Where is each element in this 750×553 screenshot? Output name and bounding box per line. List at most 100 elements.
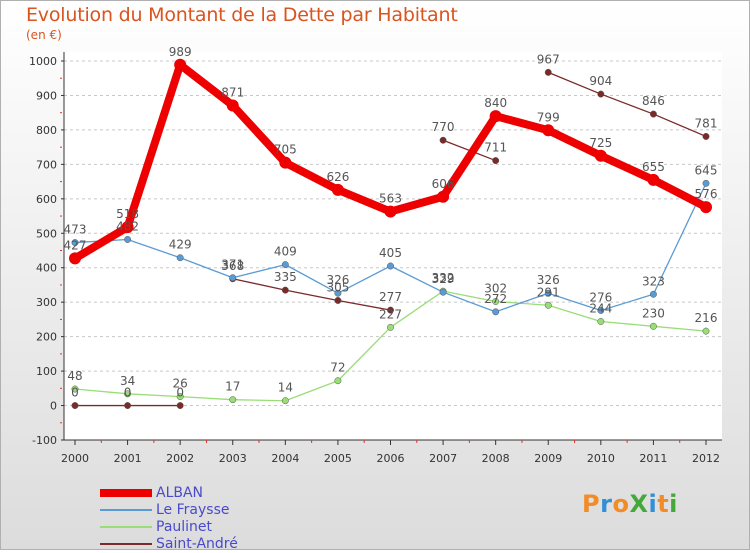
data-point [437,190,450,203]
data-label: 291 [537,285,560,299]
data-point [124,402,132,409]
data-label: 326 [537,273,560,287]
legend-label: Saint-André [156,536,238,552]
data-label: 326 [326,273,349,287]
y-tick-label: -100 [32,434,57,447]
line-chart: -100010020030040050060070080090010002000… [29,45,722,465]
data-point [226,99,239,112]
data-label: 272 [484,292,507,306]
data-point [597,318,605,325]
data-label: 332 [432,271,455,285]
data-point [384,205,397,218]
x-tick-label: 2004 [271,452,299,465]
data-label: 967 [537,52,560,66]
data-label: 0 [124,386,132,400]
data-label: 26 [173,377,188,391]
x-tick-label: 2002 [166,452,194,465]
logo-letter: i [648,490,658,518]
data-label: 0 [176,386,184,400]
chart-title: Evolution du Montant de la Dette par Hab… [26,4,458,26]
data-label: 473 [64,223,87,237]
plot-area [64,52,722,440]
data-label: 48 [67,369,82,383]
series-line [547,71,707,138]
data-point [544,289,552,297]
logo-letter: r [600,490,613,518]
legend-label: Le Fraysse [156,502,230,518]
data-point [334,377,342,385]
data-label: 606 [432,177,455,191]
data-point [647,173,660,186]
data-point [69,252,81,265]
data-label: 323 [642,274,665,288]
data-label: 655 [642,160,665,174]
data-point [229,274,237,282]
data-label: 705 [274,143,297,157]
data-label: 0 [71,386,79,400]
y-tick-label: 100 [36,365,57,378]
data-point [387,306,394,314]
data-label: 14 [278,381,293,395]
data-label: 409 [274,245,297,259]
data-label: 626 [326,170,349,184]
data-label: 405 [379,246,402,260]
data-label: 34 [120,374,135,388]
data-label: 371 [221,258,244,272]
data-point [334,297,342,304]
legend-label: ALBAN [156,485,204,501]
data-point [489,110,502,123]
data-point [597,307,605,314]
data-point [492,308,500,316]
data-point [334,289,342,297]
x-tick-label: 2009 [534,452,562,465]
data-point [702,133,710,140]
data-point [387,323,394,331]
legend-swatch [100,526,152,528]
legend-label: Paulinet [156,519,213,535]
data-point [649,110,657,118]
data-label: 302 [484,281,507,295]
data-label: 244 [589,301,612,315]
logo-letter: o [612,490,630,518]
data-label: 770 [432,120,455,134]
data-point [281,286,289,294]
logo-letter: X [629,490,649,518]
data-label: 871 [221,85,244,99]
data-point [279,156,292,169]
data-label: 368 [221,259,244,273]
data-label: 329 [432,272,455,286]
data-label: 989 [169,45,192,59]
x-tick-label: 2011 [639,452,667,465]
series-le-fraysse [71,179,710,316]
series-paulinet [71,287,710,405]
x-tick-label: 2008 [482,452,510,465]
x-tick-label: 2003 [219,452,247,465]
data-label: 276 [589,290,612,304]
y-tick-label: 0 [50,400,57,413]
x-tick-label: 2000 [61,452,89,465]
data-point [492,298,500,305]
data-point [176,254,184,262]
data-point [176,402,184,409]
legend-swatch [100,509,152,511]
data-label: 781 [695,116,718,130]
data-label: 429 [169,238,192,252]
data-point [544,301,552,309]
data-label: 305 [326,280,349,294]
y-tick-label: 900 [36,89,57,102]
x-tick-label: 2010 [587,452,615,465]
x-tick-label: 2007 [429,452,457,465]
data-label: 17 [225,380,240,394]
data-label: 482 [116,219,139,233]
logo-letter: P [582,490,601,518]
data-label: 277 [379,290,402,304]
x-tick-label: 2012 [692,452,720,465]
data-point [124,390,132,398]
data-label: 216 [695,311,718,325]
data-point [544,68,552,76]
data-point [229,396,237,404]
data-point [121,221,134,234]
y-tick-label: 600 [36,193,57,206]
data-point [702,179,710,187]
data-point [542,124,555,137]
